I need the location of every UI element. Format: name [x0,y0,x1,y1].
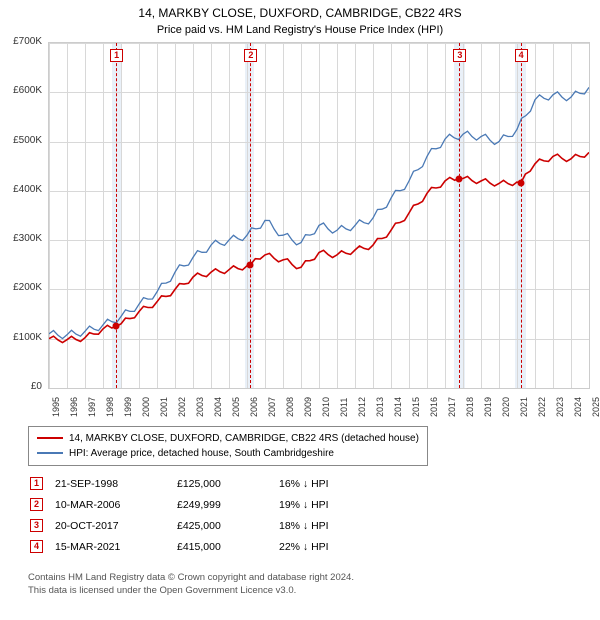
x-tick-label: 1997 [87,397,97,417]
x-tick-label: 2002 [177,397,187,417]
row-price: £415,000 [177,537,277,556]
row-marker: 3 [30,519,43,532]
chart-container: 14, MARKBY CLOSE, DUXFORD, CAMBRIDGE, CB… [0,0,600,620]
legend-label-1: 14, MARKBY CLOSE, DUXFORD, CAMBRIDGE, CB… [69,433,419,444]
row-delta: 19% ↓ HPI [279,495,339,514]
x-tick-label: 2025 [591,397,600,417]
x-tick-label: 1996 [69,397,79,417]
footer-line-1: Contains HM Land Registry data © Crown c… [28,572,354,585]
x-tick-label: 2018 [465,397,475,417]
x-tick-label: 2010 [321,397,331,417]
y-tick-label: £100K [0,332,42,343]
row-delta: 18% ↓ HPI [279,516,339,535]
sale-dot [113,323,120,330]
table-row: 2 10-MAR-2006£249,99919% ↓ HPI [30,495,339,514]
chart-title: 14, MARKBY CLOSE, DUXFORD, CAMBRIDGE, CB… [0,0,600,22]
x-tick-label: 2001 [159,397,169,417]
chart-area: £0£100K£200K£300K£400K£500K£600K£700K 12… [0,42,600,417]
legend-label-2: HPI: Average price, detached house, Sout… [69,448,334,459]
legend-item-2: HPI: Average price, detached house, Sout… [37,446,419,461]
x-tick-label: 2016 [429,397,439,417]
y-tick-label: £400K [0,184,42,195]
y-tick-label: £200K [0,282,42,293]
x-tick-label: 2003 [195,397,205,417]
x-tick-label: 2023 [555,397,565,417]
x-tick-label: 2012 [357,397,367,417]
row-marker: 2 [30,498,43,511]
y-tick-label: £500K [0,135,42,146]
row-price: £249,999 [177,495,277,514]
legend-swatch-1 [37,437,63,439]
x-tick-label: 2007 [267,397,277,417]
x-tick-label: 2021 [519,397,529,417]
legend: 14, MARKBY CLOSE, DUXFORD, CAMBRIDGE, CB… [28,426,428,466]
chart-subtitle: Price paid vs. HM Land Registry's House … [0,22,600,36]
row-date: 10-MAR-2006 [55,495,175,514]
row-price: £425,000 [177,516,277,535]
footer-line-2: This data is licensed under the Open Gov… [28,585,354,598]
x-tick-label: 2011 [339,398,349,417]
sale-dot [517,180,524,187]
x-tick-label: 2024 [573,397,583,417]
row-marker: 1 [30,477,43,490]
row-delta: 22% ↓ HPI [279,537,339,556]
hpi-line [49,87,589,338]
x-tick-label: 2022 [537,397,547,417]
x-tick-label: 2000 [141,397,151,417]
row-price: £125,000 [177,474,277,493]
y-tick-label: £700K [0,36,42,47]
y-tick-label: £600K [0,85,42,96]
series-svg [49,43,589,388]
sale-dot [247,261,254,268]
row-marker: 4 [30,540,43,553]
x-tick-label: 2005 [231,397,241,417]
x-tick-label: 2008 [285,397,295,417]
table-row: 1 21-SEP-1998£125,00016% ↓ HPI [30,474,339,493]
plot-area: 1234 [48,42,590,389]
x-tick-label: 2013 [375,397,385,417]
legend-swatch-2 [37,452,63,454]
x-tick-label: 2019 [483,397,493,417]
sales-table: 1 21-SEP-1998£125,00016% ↓ HPI 2 10-MAR-200… [28,472,341,558]
x-tick-label: 2020 [501,397,511,417]
row-delta: 16% ↓ HPI [279,474,339,493]
row-date: 20-OCT-2017 [55,516,175,535]
x-tick-label: 2009 [303,397,313,417]
x-tick-label: 2017 [447,397,457,417]
table-row: 4 15-MAR-2021£415,00022% ↓ HPI [30,537,339,556]
footer: Contains HM Land Registry data © Crown c… [28,572,354,598]
sale-dot [456,175,463,182]
x-tick-label: 1998 [105,397,115,417]
table-row: 3 20-OCT-2017£425,00018% ↓ HPI [30,516,339,535]
row-date: 21-SEP-1998 [55,474,175,493]
x-tick-label: 2015 [411,397,421,417]
price-paid-line [49,152,589,342]
x-tick-label: 2014 [393,397,403,417]
row-date: 15-MAR-2021 [55,537,175,556]
x-tick-label: 2006 [249,397,259,417]
legend-item-1: 14, MARKBY CLOSE, DUXFORD, CAMBRIDGE, CB… [37,431,419,446]
y-tick-label: £300K [0,233,42,244]
y-tick-label: £0 [0,381,42,392]
x-tick-label: 1995 [51,397,61,417]
x-tick-label: 2004 [213,397,223,417]
x-tick-label: 1999 [123,397,133,417]
